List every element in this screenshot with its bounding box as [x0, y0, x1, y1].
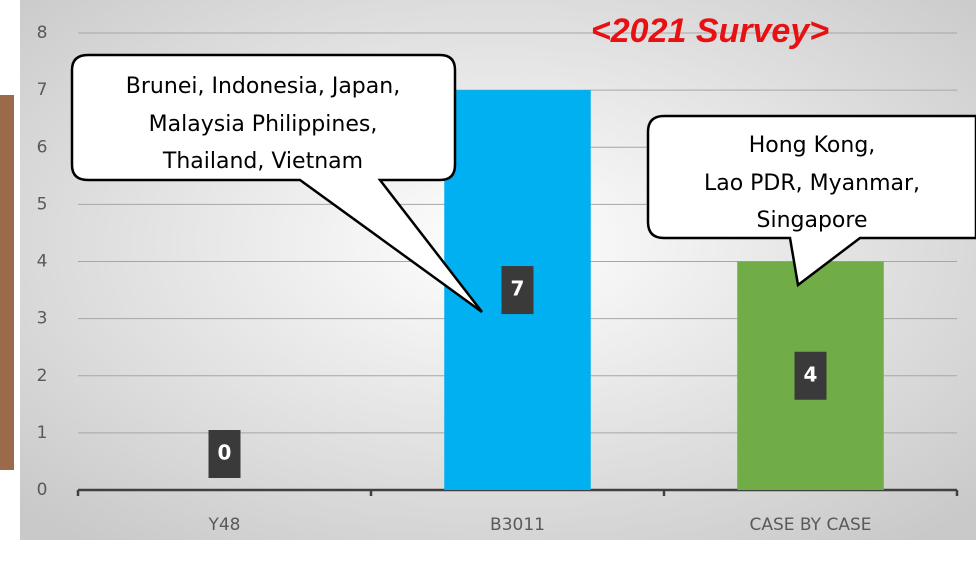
data-label: 0	[218, 441, 232, 465]
chart: 0 1 2 3 4 5 6 7 8 Y48 0 B3011 7 CASE BY CASE 4 Brunei,…	[0, 0, 976, 561]
y-tick-label: 7	[37, 80, 48, 100]
y-tick-label: 0	[37, 480, 48, 500]
data-label: 7	[511, 277, 525, 301]
x-tick-label: CASE BY CASE	[750, 515, 872, 535]
y-tick-label: 3	[37, 309, 48, 329]
x-tick-label: Y48	[207, 515, 240, 535]
callout-text: Brunei, Indonesia, Japan,	[126, 74, 400, 99]
y-tick-label: 8	[37, 23, 48, 43]
callout-text: Malaysia Philippines,	[149, 112, 378, 137]
data-label: 4	[804, 362, 818, 386]
callout-text: Lao PDR, Myanmar,	[704, 171, 920, 196]
y-tick-label: 4	[37, 252, 48, 272]
callout-text: Singapore	[757, 208, 868, 233]
y-tick-label: 2	[37, 366, 48, 386]
chart-title: <2021 Survey>	[591, 12, 829, 50]
callout-text: Thailand, Vietnam	[162, 149, 363, 174]
callout-text: Hong Kong,	[749, 133, 876, 158]
x-tick-label: B3011	[490, 515, 545, 535]
y-tick-label: 1	[37, 423, 48, 443]
photo-strip	[0, 95, 14, 470]
y-tick-label: 5	[37, 194, 48, 214]
y-tick-label: 6	[37, 137, 48, 157]
page: 0 1 2 3 4 5 6 7 8 Y48 0 B3011 7 CASE BY CASE 4 Brunei,…	[0, 0, 976, 561]
